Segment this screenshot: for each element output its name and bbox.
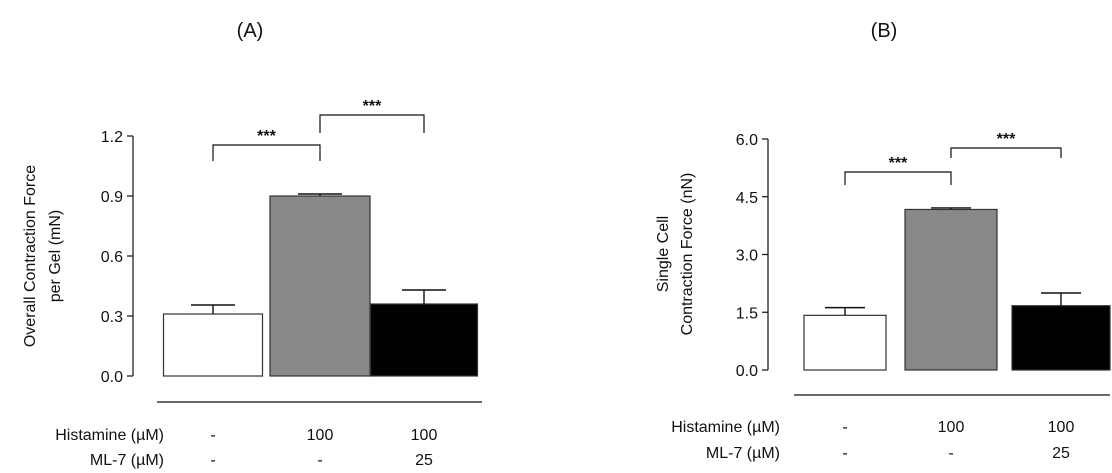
panel-b-condition-row-label-1: Histamine (µM) <box>671 419 780 436</box>
panel-b-y-axis-label: Contraction Force (nN) <box>679 173 696 336</box>
panel-a-y-axis-label: Overall Contraction Force <box>22 165 39 347</box>
panel-a-y-axis-label: per Gel (mN) <box>47 210 64 302</box>
panel-b-y-tick-label: 4.5 <box>736 190 758 207</box>
panel-a-condition-row-label-2: ML-7 (µM) <box>90 452 164 469</box>
panel-b-bar-2 <box>904 208 998 371</box>
panel-a-significance-label-1: *** <box>257 128 276 145</box>
panel-a-condition-value: - <box>317 452 322 469</box>
panel-a-y-tick-label: 0.0 <box>101 369 123 386</box>
panel-a-condition-value: 100 <box>307 427 334 444</box>
panel-a-label: (A) <box>237 20 264 42</box>
panel-b-condition-value: 100 <box>938 419 965 436</box>
panel-b-y-axis-label: Single Cell <box>655 216 672 292</box>
panel-a-condition-value: 100 <box>411 427 438 444</box>
panel-b-y-tick-label: 0.0 <box>736 363 758 380</box>
panel-b-y-tick-label: 6.0 <box>736 132 758 149</box>
panel-b-condition-value: 100 <box>1048 419 1075 436</box>
panel-a-condition-row-label-1: Histamine (µM) <box>55 427 164 444</box>
panel-a-y-tick-label: 0.3 <box>101 309 123 326</box>
panel-a-y-tick-label: 1.2 <box>101 129 123 146</box>
panel-a-condition-value: 25 <box>415 452 433 469</box>
panel-b-condition-row-label-2: ML-7 (µM) <box>706 445 780 462</box>
panel-a-condition-value: - <box>210 427 215 444</box>
panel-b-bar-3 <box>1011 305 1111 371</box>
panel-b-condition-value: 25 <box>1052 445 1070 462</box>
panel-b-significance-bracket-1 <box>844 171 952 185</box>
panel-b-significance-label-1: *** <box>889 155 908 172</box>
panel-a-significance-bracket-2 <box>319 114 425 133</box>
panel-b-significance-bracket-2 <box>950 147 1062 158</box>
panel-b-significance-label-2: *** <box>997 131 1016 148</box>
panel-a-y-tick-label: 0.9 <box>101 189 123 206</box>
panel-b-y-tick-label: 1.5 <box>736 305 758 322</box>
panel-a-significance-bracket-1 <box>212 144 321 161</box>
panel-b-condition-value: - <box>842 445 847 462</box>
panel-a-bar-2 <box>269 195 371 377</box>
panel-a-bar-3 <box>369 303 479 377</box>
panel-a-bar-1 <box>162 313 264 377</box>
panel-a-significance-label-2: *** <box>363 98 382 115</box>
panel-b-label: (B) <box>871 20 898 42</box>
panel-a-condition-value: - <box>210 452 215 469</box>
panel-a-y-tick-label: 0.6 <box>101 249 123 266</box>
panel-b-condition-value: - <box>842 419 847 436</box>
panel-b-condition-value: - <box>948 445 953 462</box>
panel-b-bar-1 <box>803 314 887 371</box>
panel-b-y-tick-label: 3.0 <box>736 248 758 265</box>
